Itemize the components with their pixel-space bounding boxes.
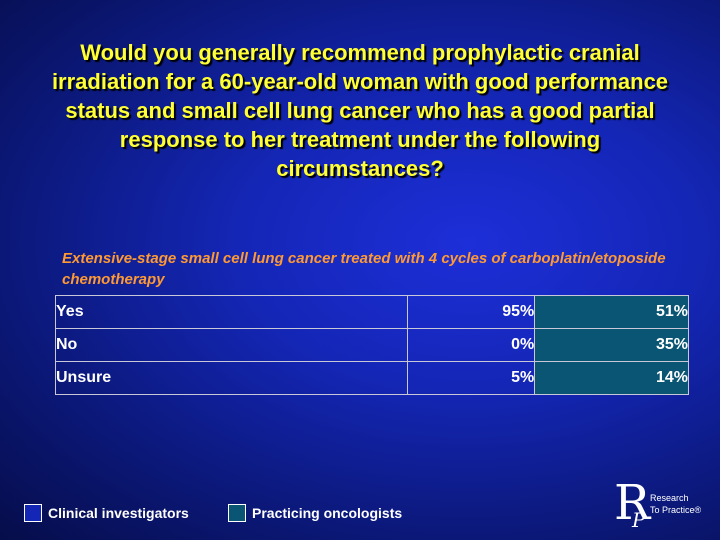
table-row: Unsure 5% 14% xyxy=(54,361,689,395)
investigators-value: 5% xyxy=(407,361,536,395)
logo-p-icon: P xyxy=(632,508,646,532)
oncologists-value: 35% xyxy=(534,328,689,362)
legend-oncologists: Practicing oncologists xyxy=(228,500,402,526)
table-row: No 0% 35% xyxy=(54,328,689,362)
slide-title: Would you generally recommend prophylact… xyxy=(51,40,669,181)
row-label: Unsure xyxy=(54,361,409,395)
results-table: Yes 95% 51% No 0% 35% Unsure 5% 14% xyxy=(54,295,689,395)
research-to-practice-logo: R P Research To Practice® xyxy=(614,478,710,534)
row-label: Yes xyxy=(54,295,409,329)
legend-label-oncologists: Practicing oncologists xyxy=(252,505,403,521)
table-row: Yes 95% 51% xyxy=(54,295,689,329)
legend-investigators: Clinical investigators xyxy=(24,500,189,526)
logo-line-1: Research xyxy=(650,493,689,503)
oncologists-value: 51% xyxy=(534,295,689,329)
legend-swatch-investigators xyxy=(24,504,42,522)
row-label: No xyxy=(54,328,409,362)
oncologists-value: 14% xyxy=(534,361,689,395)
investigators-value: 0% xyxy=(407,328,536,362)
slide-subtitle: Extensive-stage small cell lung cancer t… xyxy=(62,250,666,288)
logo-line-2: To Practice® xyxy=(650,505,702,515)
investigators-value: 95% xyxy=(407,295,536,329)
logo-text: Research To Practice® xyxy=(650,492,701,516)
legend-label-investigators: Clinical investigators xyxy=(48,505,189,521)
legend-swatch-oncologists xyxy=(228,504,246,522)
logo-r-icon: R xyxy=(614,475,651,531)
